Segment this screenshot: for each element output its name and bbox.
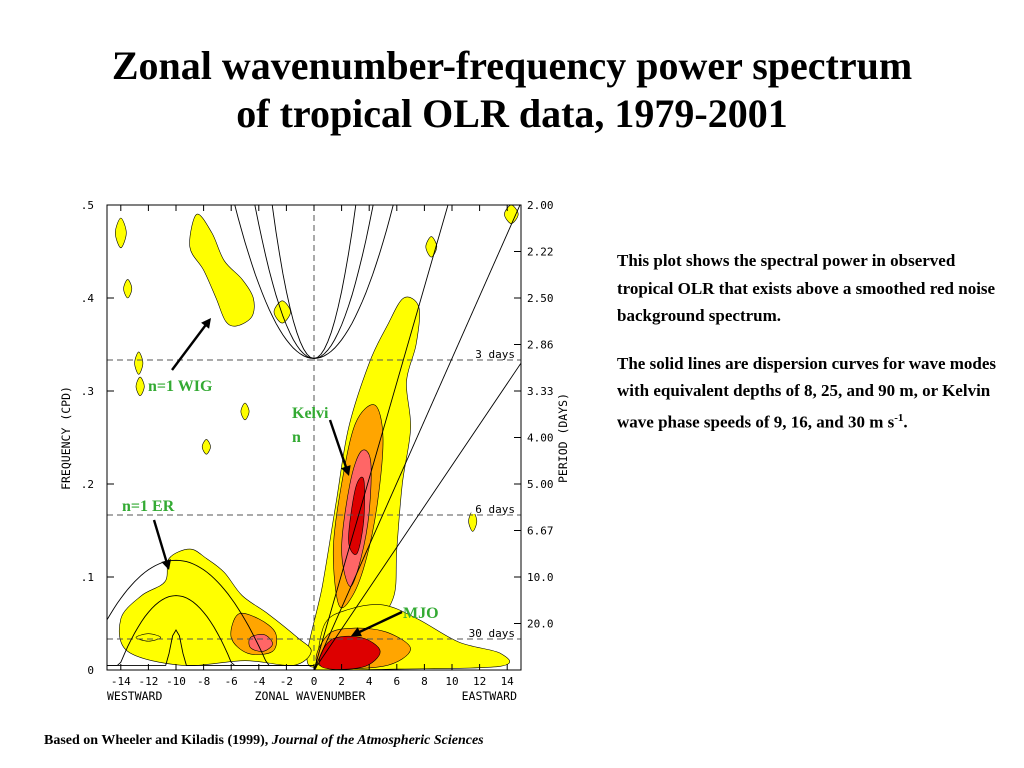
annotation-arrow [171, 323, 208, 371]
x-tick-label: 6 [393, 675, 400, 688]
description: This plot shows the spectral power in ob… [617, 247, 1002, 456]
y-tick-label: .4 [81, 292, 95, 305]
annotation-label: n=1 ER [122, 498, 175, 515]
y-axis-title: FREQUENCY (CPD) [59, 386, 73, 490]
period-tick-label: 6.67 [527, 525, 554, 538]
x-tick-label: 4 [366, 675, 373, 688]
yellow-patch [134, 351, 144, 375]
title-line-1: Zonal wavenumber-frequency power spectru… [111, 43, 913, 88]
mjo-red [318, 635, 381, 670]
yellow-patch [135, 376, 145, 397]
y-tick-label: .5 [81, 199, 94, 212]
x-tick-label: 8 [421, 675, 428, 688]
period-tick-label: 4.00 [527, 432, 554, 445]
annotation-arrowhead [351, 627, 362, 637]
x-tick-label: 10 [445, 675, 458, 688]
yellow-patch [240, 402, 250, 421]
period-tick-label: 3.33 [527, 385, 554, 398]
citation-journal: Journal of the Atmospheric Sciences [271, 733, 484, 748]
period-tick-label: 20.0 [527, 618, 554, 631]
kelvin-dispersion-line [313, 362, 521, 670]
reference-label-bg [464, 628, 518, 639]
period-tick-label: 2.86 [527, 339, 554, 352]
y-tick-label: .3 [81, 385, 94, 398]
x-tick-label: -8 [197, 675, 210, 688]
yellow-patch [504, 205, 519, 224]
kelvin-dispersion-line [313, 205, 521, 670]
x-tick-label: 12 [473, 675, 486, 688]
annotation-label: MJO [403, 605, 439, 622]
wig-dispersion-curve [234, 205, 394, 359]
annotation-label: Kelvi [292, 405, 329, 422]
period-tick-label: 2.22 [527, 246, 554, 259]
y2-axis-title: PERIOD (DAYS) [556, 393, 570, 483]
reference-label-bg [471, 349, 518, 360]
period-tick-label: 2.50 [527, 292, 554, 305]
period-tick-label: 5.00 [527, 478, 554, 491]
x-axis-title: ZONAL WAVENUMBER [255, 689, 366, 703]
annotation-label: n=1 WIG [148, 378, 213, 395]
y-tick-label: 0 [87, 664, 94, 677]
annotation-label-line-2: n [292, 429, 301, 446]
slide-title: Zonal wavenumber-frequency power spectru… [0, 42, 1024, 138]
reference-line-label: 3 days [475, 348, 515, 361]
yellow-patch [123, 279, 133, 299]
description-para-2-text: The solid lines are dispersion curves fo… [617, 353, 997, 432]
annotation-arrow [152, 519, 168, 563]
x-tick-label: 0 [311, 675, 318, 688]
annotation-arrowhead [161, 559, 171, 570]
x-left-label: WESTWARD [107, 689, 162, 703]
reference-label-bg [471, 503, 518, 514]
y-tick-label: .2 [81, 478, 94, 491]
yellow-patch [273, 300, 291, 324]
reference-line-label: 6 days [475, 503, 515, 516]
citation-text: Based on Wheeler and Kiladis (1999), [44, 733, 272, 748]
annotation-arrow [328, 419, 348, 469]
y-tick-label: .1 [81, 571, 94, 584]
citation: Based on Wheeler and Kiladis (1999), Jou… [44, 733, 484, 749]
x-tick-label: -12 [138, 675, 158, 688]
reference-line-label: 30 days [469, 627, 515, 640]
description-para-2-superscript: -1 [894, 411, 904, 424]
x-tick-label: -10 [166, 675, 186, 688]
description-para-1: This plot shows the spectral power in ob… [617, 251, 996, 325]
plot-area [107, 205, 521, 670]
annotation-arrowhead [201, 318, 211, 329]
yellow-patch [201, 439, 211, 455]
period-tick-label: 2.00 [527, 199, 554, 212]
description-para-2-end: . [903, 412, 908, 432]
x-tick-label: -14 [111, 675, 131, 688]
period-tick-label: 10.0 [527, 571, 554, 584]
x-tick-label: -4 [252, 675, 266, 688]
x-tick-label: -6 [225, 675, 238, 688]
wig-yellow [189, 213, 255, 327]
er-dispersion-curve [107, 559, 314, 666]
x-tick-label: 14 [501, 675, 515, 688]
description-para-2: The solid lines are dispersion curves fo… [617, 350, 1002, 436]
kelvin-dispersion-line [313, 205, 449, 670]
title-line-2: of tropical OLR data, 1979-2001 [236, 91, 788, 136]
x-tick-label: -2 [280, 675, 293, 688]
x-tick-label: 2 [338, 675, 345, 688]
x-right-label: EASTWARD [462, 689, 517, 703]
annotation-arrowhead [341, 465, 351, 476]
annotation-arrow [357, 610, 403, 634]
yellow-patch [114, 217, 127, 249]
